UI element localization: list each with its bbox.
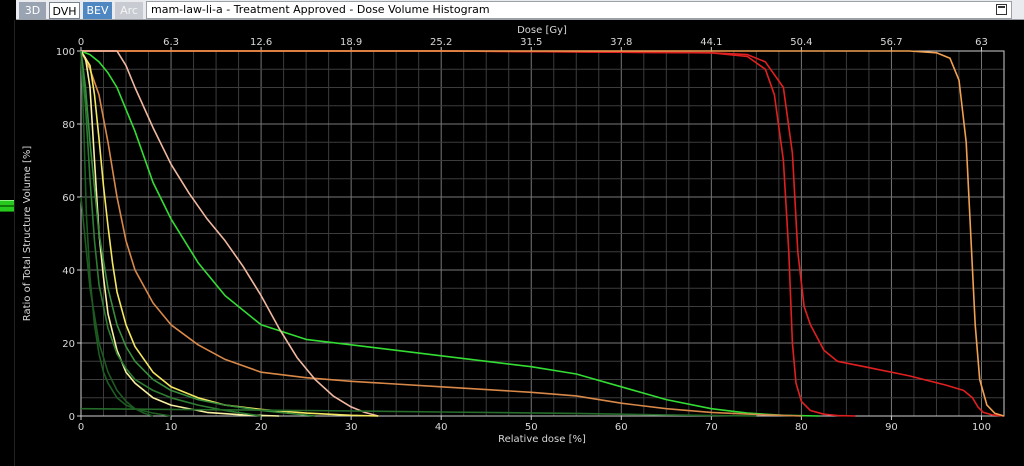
- tab-arc[interactable]: Arc: [115, 2, 143, 19]
- window-title: mam-law-li-a - Treatment Approved - Dose…: [146, 1, 1012, 19]
- y-tick-label: 0: [69, 412, 75, 423]
- x-tick-label: 50: [525, 422, 538, 433]
- dvh-curve-13: [80, 196, 154, 417]
- x-tick-label: 80: [795, 422, 808, 433]
- x-tick-label: 10: [165, 422, 178, 433]
- x-axis-label: Relative dose [%]: [498, 434, 586, 445]
- dvh-curve-11: [80, 50, 316, 417]
- panel-resize-handle[interactable]: [0, 200, 14, 212]
- x2-tick-label: 50.4: [790, 37, 812, 48]
- dvh-curve-4: [80, 50, 820, 417]
- y-axis-ticks: 0 20 40 60 80 100: [56, 47, 81, 423]
- x-tick-label: 20: [255, 422, 268, 433]
- x2-tick-label: 37.8: [610, 37, 632, 48]
- dvh-curve-9: [80, 50, 262, 417]
- x2-tick-label: 18.9: [340, 37, 362, 48]
- dvh-curve-3: [81, 50, 1005, 417]
- dvh-curve-5: [80, 50, 802, 417]
- x-tick-label: 70: [705, 422, 718, 433]
- x2-axis-ticks: 0 6.3 12.6 18.9 25.2 31.5 37.8 44.1 50.4 56.7 63: [78, 37, 988, 51]
- window-title-text: mam-law-li-a - Treatment Approved - Dose…: [151, 3, 490, 16]
- y-tick-label: 40: [62, 266, 75, 277]
- x2-tick-label: 31.5: [520, 37, 542, 48]
- x2-tick-label: 63: [975, 37, 988, 48]
- x-tick-label: 0: [78, 422, 84, 433]
- x-tick-label: 30: [345, 422, 358, 433]
- x2-tick-label: 25.2: [430, 37, 452, 48]
- x-tick-label: 40: [435, 422, 448, 433]
- x-axis-ticks: 0 10 20 30 40 50 60 70 80 90 100: [78, 416, 991, 433]
- y-tick-label: 60: [62, 193, 75, 204]
- toolbar-left-trim: [0, 0, 16, 20]
- toolbar: 3D DVH BEV Arc mam-law-li-a - Treatment …: [0, 0, 1024, 20]
- x2-axis-label: Dose [Gy]: [517, 25, 567, 36]
- dvh-curve-12: [80, 407, 757, 417]
- y-axis-label: Ratio of Total Structure Volume [%]: [22, 146, 33, 322]
- y-tick-label: 20: [62, 339, 75, 350]
- y-tick-label: 80: [62, 120, 75, 131]
- chart-grid: [80, 50, 1005, 417]
- x2-tick-label: 0: [78, 37, 84, 48]
- x2-tick-label: 56.7: [880, 37, 902, 48]
- dvh-curve-2: [81, 50, 1005, 417]
- x2-tick-label: 12.6: [250, 37, 272, 48]
- x-tick-label: 100: [972, 422, 991, 433]
- minimize-icon[interactable]: [996, 4, 1007, 15]
- dose-volume-histogram-chart: 0 10 20 30 40 50 60 70 80 90 100 0 6.3 12.6 18.9 25.2 3…: [22, 25, 1005, 445]
- chart-series: [80, 50, 1005, 417]
- panel-divider: [14, 20, 15, 466]
- y-tick-label: 100: [56, 47, 75, 58]
- tab-3d[interactable]: 3D: [19, 2, 46, 19]
- dvh-curve-6: [81, 50, 379, 417]
- tab-dvh[interactable]: DVH: [49, 2, 80, 19]
- tab-bev[interactable]: BEV: [83, 2, 112, 19]
- x-tick-label: 60: [615, 422, 628, 433]
- x-tick-label: 90: [885, 422, 898, 433]
- x2-tick-label: 6.3: [163, 37, 179, 48]
- x2-tick-label: 44.1: [700, 37, 722, 48]
